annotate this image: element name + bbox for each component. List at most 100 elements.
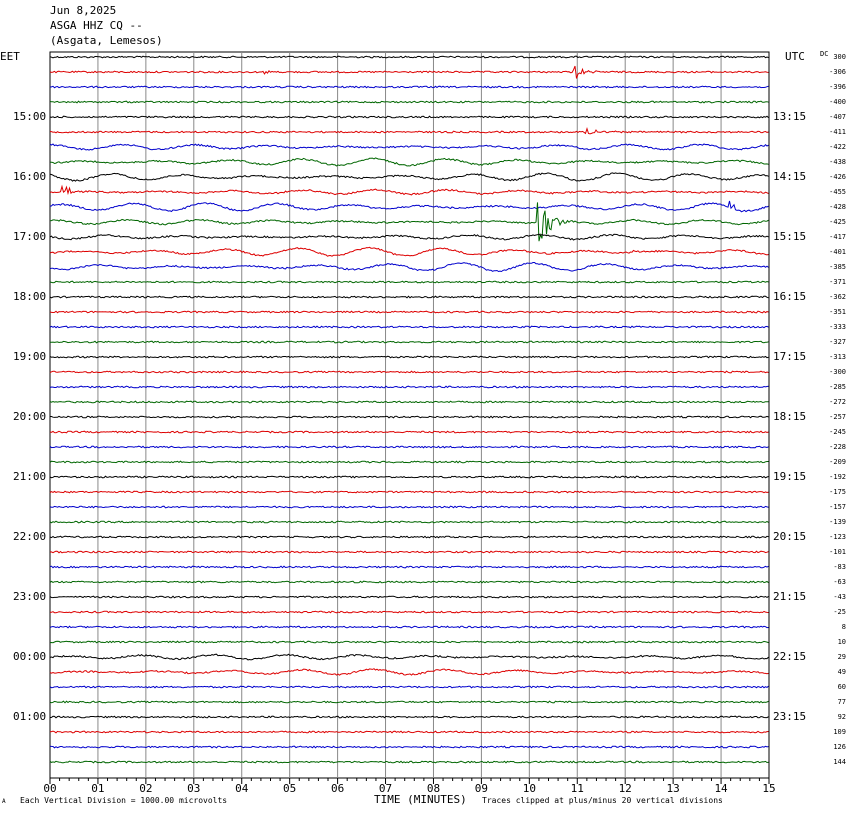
right-timezone-label: UTC [785, 50, 805, 63]
trace-38 [49, 625, 769, 629]
dc-offset-label: -400 [829, 98, 846, 106]
trace-9 [49, 184, 769, 196]
left-hour-label: 20:00 [13, 410, 47, 423]
trace-23 [49, 400, 769, 404]
dc-offset-label: -192 [829, 473, 846, 481]
trace-37 [49, 610, 769, 614]
trace-6 [49, 143, 769, 151]
dc-offset-label: -157 [829, 503, 846, 511]
trace-28 [49, 475, 769, 479]
trace-14 [49, 262, 769, 273]
trace-0 [49, 55, 769, 59]
dc-offset-label: -333 [829, 323, 846, 331]
trace-1 [49, 65, 769, 79]
trace-16 [49, 295, 769, 299]
dc-offset-label: -385 [829, 263, 846, 271]
x-tick-label: 03 [187, 782, 200, 795]
trace-11 [49, 202, 769, 242]
dc-offset-label: -351 [829, 308, 846, 316]
trace-43 [49, 700, 769, 704]
dc-offset-label: -43 [833, 593, 846, 601]
x-tick-label: 02 [139, 782, 152, 795]
left-hour-label: 21:00 [13, 470, 47, 483]
right-hour-label: 23:15 [773, 710, 807, 723]
trace-2 [49, 85, 769, 89]
dc-offset-label: -422 [829, 143, 846, 151]
trace-7 [49, 157, 769, 167]
left-hour-label: 00:00 [13, 650, 47, 663]
trace-18 [49, 325, 769, 329]
right-hour-label: 17:15 [773, 350, 807, 363]
right-hour-label: 22:15 [773, 650, 807, 663]
left-hour-label: 16:00 [13, 170, 47, 183]
dc-offset-label: 49 [837, 668, 846, 676]
header-station: ASGA HHZ CQ -- [50, 19, 143, 32]
x-tick-label: 15 [762, 782, 775, 795]
dc-offset-label: -285 [829, 383, 846, 391]
dc-offset-label: -455 [829, 188, 846, 196]
x-tick-label: 09 [475, 782, 488, 795]
dc-offset-label: -25 [833, 608, 846, 616]
dc-offset-label: 144 [833, 758, 846, 766]
dc-offset-label: -327 [829, 338, 846, 346]
trace-34 [49, 565, 769, 569]
right-hour-label: 18:15 [773, 410, 807, 423]
trace-46 [49, 745, 769, 749]
dc-offset-label: 29 [837, 653, 846, 661]
x-axis-title: TIME (MINUTES) [374, 793, 467, 806]
trace-10 [49, 200, 769, 213]
trace-33 [49, 550, 769, 554]
x-tick-label: 08 [427, 782, 440, 795]
dc-offset-label: -411 [829, 128, 846, 136]
dc-offset-label: 126 [833, 743, 846, 751]
trace-22 [49, 385, 769, 389]
dc-offset-label: -425 [829, 218, 846, 226]
trace-40 [49, 653, 769, 661]
right-hour-label: 15:15 [773, 230, 807, 243]
dc-offset-label: -313 [829, 353, 846, 361]
trace-15 [49, 280, 769, 284]
dc-offset-label: -123 [829, 533, 846, 541]
left-hour-label: 23:00 [13, 590, 47, 603]
trace-44 [49, 715, 769, 719]
right-hour-label: 14:15 [773, 170, 807, 183]
right-hour-label: 20:15 [773, 530, 807, 543]
trace-30 [49, 505, 769, 509]
trace-35 [49, 580, 769, 584]
trace-39 [49, 640, 769, 644]
dc-offset-label: -401 [829, 248, 846, 256]
left-hour-label: 15:00 [13, 110, 47, 123]
plot-frame [49, 51, 770, 779]
trace-17 [49, 310, 769, 314]
x-tick-label: 00 [43, 782, 56, 795]
scale-note: Each Vertical Division = 1000.00 microvo… [20, 796, 228, 805]
trace-21 [49, 370, 769, 374]
dc-offset-label: -371 [829, 278, 846, 286]
trace-47 [49, 760, 769, 764]
left-hour-label: 17:00 [13, 230, 47, 243]
x-tick-label: 07 [379, 782, 392, 795]
x-tick-label: 06 [331, 782, 344, 795]
trace-42 [49, 685, 769, 689]
dc-offset-label: -257 [829, 413, 846, 421]
left-hour-label: 22:00 [13, 530, 47, 543]
dc-offset-label: -139 [829, 518, 846, 526]
header-location: (Asgata, Lemesos) [50, 34, 163, 47]
x-tick-label: 01 [91, 782, 104, 795]
trace-29 [49, 490, 769, 494]
trace-8 [49, 172, 769, 182]
right-hour-label: 16:15 [773, 290, 807, 303]
right-hour-label: 21:15 [773, 590, 807, 603]
x-tick-label: 11 [571, 782, 584, 795]
left-hour-label: 18:00 [13, 290, 47, 303]
dc-offset-label: -426 [829, 173, 846, 181]
dc-offset-label: -175 [829, 488, 846, 496]
trace-20 [49, 355, 769, 359]
left-hour-label: 01:00 [13, 710, 47, 723]
dc-offset-label: 300 [833, 53, 846, 61]
dc-offset-label: -245 [829, 428, 846, 436]
dc-offset-label: 77 [837, 698, 846, 706]
dc-offset-label: -300 [829, 368, 846, 376]
dc-offset-label: -272 [829, 398, 846, 406]
trace-36 [49, 595, 769, 599]
